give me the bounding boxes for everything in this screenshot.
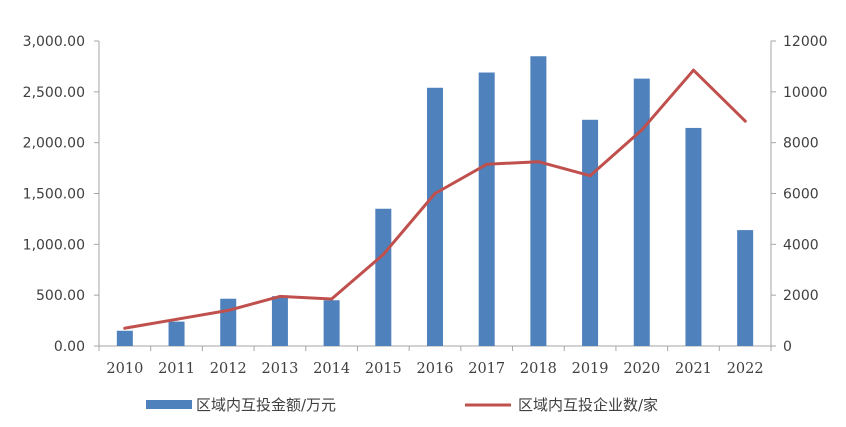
x-tick-label: 2014 <box>313 361 350 377</box>
bar-2019 <box>582 119 599 347</box>
line-point-2010 <box>123 326 127 330</box>
x-tick-label: 2011 <box>158 361 195 377</box>
line-point-2014 <box>330 297 334 301</box>
y-right-tick-label: 6000 <box>783 187 819 203</box>
line-point-2016 <box>433 192 437 195</box>
line-layer <box>123 68 747 330</box>
line-point-2013 <box>278 294 282 298</box>
bar-2016 <box>427 87 443 347</box>
y-left-tick-label: 1,000.00 <box>23 237 85 253</box>
x-tick-label: 2017 <box>468 361 505 377</box>
x-tick-label: 2012 <box>210 361 247 377</box>
y-right-tick-label: 2000 <box>783 288 819 304</box>
labels-layer: 0.00 500.00 1,000.00 1,500.00 2,000.00 2,500.… <box>23 34 828 377</box>
y-left-tick-label: 0.00 <box>54 339 85 355</box>
bar-2017 <box>478 72 495 347</box>
line-point-2011 <box>175 317 179 321</box>
y-left-tick-label: 2,000.00 <box>23 136 85 152</box>
y-right-tick-label: 0 <box>783 339 792 355</box>
bar-2015 <box>375 208 392 346</box>
legend-bar-label: 区域内互投金额/万元 <box>196 396 336 414</box>
line-point-2019 <box>588 174 592 178</box>
bar-2020 <box>633 78 650 346</box>
x-tick-label: 2019 <box>572 361 609 377</box>
x-tick-label: 2013 <box>261 361 298 377</box>
x-tick-label: 2010 <box>106 361 143 377</box>
bar-2010 <box>116 330 133 346</box>
bar-2011 <box>168 321 185 346</box>
line-point-2017 <box>485 162 489 166</box>
bar-2013 <box>271 296 288 346</box>
y-right-tick-label: 10000 <box>783 85 828 101</box>
line-point-2020 <box>640 128 644 132</box>
x-tick-label: 2018 <box>520 361 557 377</box>
legend-bar-swatch <box>146 400 192 409</box>
line-point-2021 <box>691 68 695 72</box>
x-tick-label: 2016 <box>417 361 454 377</box>
y-right-tick-label: 12000 <box>783 34 828 50</box>
x-tick-label: 2022 <box>727 361 764 377</box>
line-point-2022 <box>743 119 747 123</box>
legend: 区域内互投金额/万元 区域内互投企业数/家 <box>146 396 658 414</box>
x-tick-label: 2020 <box>623 361 660 377</box>
bar-2022 <box>737 230 754 346</box>
line-point-2015 <box>381 253 385 256</box>
bar-2021 <box>685 127 702 346</box>
bars-layer <box>116 56 754 347</box>
y-left-tick-label: 1,500.00 <box>23 187 85 203</box>
bar-2014 <box>323 300 340 346</box>
legend-line-label: 区域内互投企业数/家 <box>518 396 658 414</box>
x-tick-label: 2021 <box>675 361 712 377</box>
bar-2012 <box>220 298 237 346</box>
y-left-tick-label: 500.00 <box>36 288 85 304</box>
line-point-2012 <box>226 308 230 312</box>
y-left-tick-label: 3,000.00 <box>23 34 85 50</box>
line-point-2018 <box>536 160 540 164</box>
y-right-tick-label: 4000 <box>783 237 819 253</box>
x-tick-label: 2015 <box>365 361 402 377</box>
y-right-tick-label: 8000 <box>783 136 819 152</box>
bar-2018 <box>530 56 547 346</box>
y-left-tick-label: 2,500.00 <box>23 85 85 101</box>
